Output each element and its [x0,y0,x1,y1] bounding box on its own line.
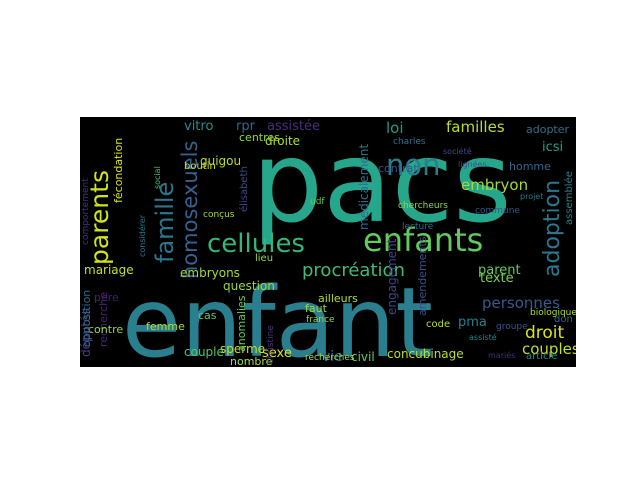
cloud-word-4: parents [85,170,114,265]
cloud-word-28: vie [322,349,343,365]
cloud-word-50: élisabeth [238,166,250,212]
cloud-word-64: lecture [402,222,434,232]
cloud-word-68: société [443,146,472,156]
cloud-word-61: biologique [530,308,576,318]
cloud-word-25: icsi [542,140,563,155]
cloud-word-12: embryon [461,176,528,194]
cloud-word-18: parent [478,263,521,278]
cloud-word-59: père [94,291,119,304]
cloud-word-8: non [386,148,441,182]
cloud-word-76: conçus [203,210,235,220]
cloud-word-11: loi [386,119,404,137]
cloud-word-14: droit [525,323,565,343]
cloud-word-0: pacs [252,118,512,248]
cloud-word-74: lignées [458,159,487,169]
cloud-word-41: fécondation [112,138,125,203]
cloud-word-69: comportement [81,178,91,245]
cloud-word-32: sperme [220,342,265,356]
cloud-word-52: code [426,319,450,330]
cloud-word-38: droite [265,134,300,148]
cloud-word-72: recherches [305,353,355,363]
cloud-word-30: concubinage [387,347,464,361]
cloud-word-39: centres [239,131,280,144]
cloud-word-7: adoption [540,180,565,277]
cloud-word-45: cas [198,309,217,322]
cloud-word-43: contre [88,323,123,336]
cloud-word-35: contrat [378,162,418,175]
cloud-word-26: question [223,279,275,293]
cloud-word-73: christine [266,325,276,364]
cloud-word-77: charles [393,137,426,147]
cloud-word-71: udf [310,197,325,207]
cloud-word-53: don [554,314,573,325]
cloud-word-40: guigou [200,154,241,168]
cloud-word-5: famille [151,182,179,263]
cloud-word-33: députés [80,308,93,357]
cloud-word-20: embryons [180,266,240,280]
cloud-word-51: homme [509,160,551,173]
cloud-word-37: amendements [416,236,429,316]
cloud-word-1: enfant [122,267,433,367]
cloud-word-19: mariage [84,263,134,277]
cloud-word-66: boutin [184,161,216,172]
cloud-word-29: civil [351,350,375,364]
cloud-word-27: sexe [262,346,292,361]
cloud-word-22: rpr [236,119,256,134]
cloud-word-36: engagement [385,238,399,315]
cloud-word-70: considérer [137,214,147,257]
cloud-word-57: chercheurs [398,201,448,211]
cloud-word-78: assisté [469,332,497,342]
cloud-word-44: femme [146,320,185,333]
cloud-word-17: texte [480,271,514,286]
cloud-word-56: france [306,315,335,325]
cloud-word-54: article [526,351,557,362]
cloud-word-16: pma [458,315,487,330]
cloud-word-3: cellules [207,229,305,259]
cloud-word-47: nombre [230,355,273,367]
cloud-word-46: anomalies [235,295,248,352]
cloud-word-42: recherche [97,292,110,347]
cloud-word-9: procréation [302,260,405,281]
cloud-word-55: assemblée [563,171,575,225]
cloud-word-67: projet [520,192,543,201]
cloud-word-21: vitro [184,119,213,134]
cloud-word-62: groupe [496,322,528,332]
cloud-word-24: adopter [526,123,570,136]
cloud-word-34: médicalement [357,144,371,230]
cloud-word-75: social [153,166,162,189]
cloud-word-63: mariés [488,350,515,360]
cloud-word-31: couple [184,345,224,359]
cloud-word-23: assistée [267,119,320,134]
cloud-word-2: enfants [363,221,483,259]
cloud-word-10: familles [446,118,505,136]
cloud-word-13: personnes [482,294,560,312]
cloud-word-48: faut [305,302,328,315]
cloud-word-60: commune [475,206,520,216]
cloud-word-65: lieu [255,253,273,264]
cloud-word-15: couples [522,340,576,358]
word-cloud: pacs enfant enfants cellules parents famille h… [80,117,576,367]
cloud-word-58: opposition [80,290,93,347]
cloud-word-49: ailleurs [318,292,358,305]
cloud-word-6: homosexuels [178,141,202,279]
